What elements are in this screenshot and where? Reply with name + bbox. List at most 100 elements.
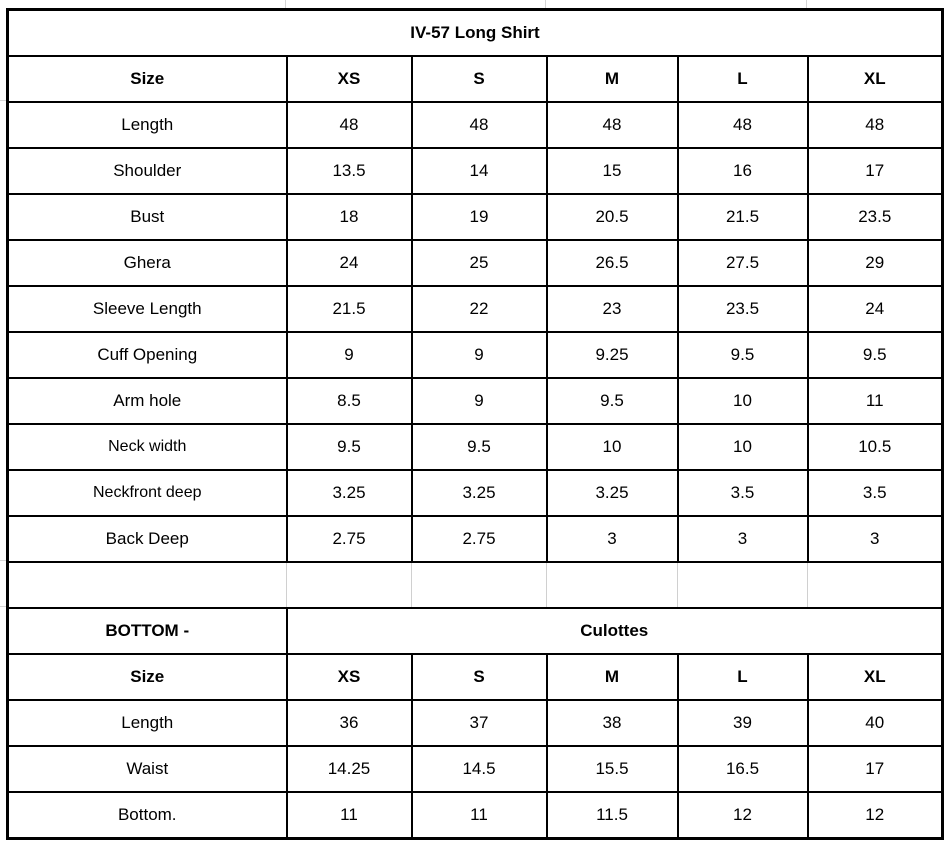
table-row: Cuff Opening 9 9 9.25 9.5 9.5 — [6, 331, 944, 379]
cell: 48 — [545, 101, 679, 149]
cell: XS — [285, 653, 413, 701]
cell: 10.5 — [806, 423, 944, 471]
cell: 48 — [410, 101, 548, 149]
cell: M — [545, 653, 679, 701]
gridline — [806, 0, 807, 8]
spacer-row — [6, 561, 944, 609]
table-row: Shoulder 13.5 14 15 16 17 — [6, 147, 944, 195]
cell: 3.5 — [806, 469, 944, 517]
cell: 11 — [410, 791, 548, 840]
row-label: Neck width — [6, 423, 288, 471]
cell: 2.75 — [410, 515, 548, 563]
row-label: Waist — [6, 745, 288, 793]
cell: 17 — [806, 147, 944, 195]
row-label: Bust — [6, 193, 288, 241]
cell: 14 — [410, 147, 548, 195]
table-row: Sleeve Length 21.5 22 23 23.5 24 — [6, 285, 944, 333]
cell: 9 — [410, 331, 548, 379]
title-row: IV-57 Long Shirt — [6, 8, 944, 57]
cell: 27.5 — [676, 239, 809, 287]
cell: 25 — [410, 239, 548, 287]
row-label: Shoulder — [6, 147, 288, 195]
cell: 12 — [676, 791, 809, 840]
cell: 29 — [806, 239, 944, 287]
cell: 48 — [806, 101, 944, 149]
cell: 17 — [806, 745, 944, 793]
cell: 11 — [806, 377, 944, 425]
table-row: Bust 18 19 20.5 21.5 23.5 — [6, 193, 944, 241]
bottom-label: BOTTOM - — [6, 607, 288, 655]
cell: 9.25 — [545, 331, 679, 379]
table-title: IV-57 Long Shirt — [6, 8, 944, 57]
header-row: Size XS S M L XL — [6, 55, 944, 103]
cell: 9.5 — [676, 331, 809, 379]
table-row: Ghera 24 25 26.5 27.5 29 — [6, 239, 944, 287]
cell: 23.5 — [676, 285, 809, 333]
cell: XL — [806, 55, 944, 103]
cell: 2.75 — [285, 515, 413, 563]
cell: 15.5 — [545, 745, 679, 793]
cell: 14.5 — [410, 745, 548, 793]
gridline — [0, 606, 6, 607]
cell: 11.5 — [545, 791, 679, 840]
cell: 14.25 — [285, 745, 413, 793]
bottom-title-row: BOTTOM - Culottes — [6, 607, 944, 655]
cell: 39 — [676, 699, 809, 747]
cell: 3 — [545, 515, 679, 563]
gridline — [0, 100, 6, 101]
cell: 26.5 — [545, 239, 679, 287]
cell: 3 — [806, 515, 944, 563]
cell: 16 — [676, 147, 809, 195]
cell: 11 — [285, 791, 413, 840]
bottom-title: Culottes — [285, 607, 944, 655]
gridline — [545, 0, 546, 8]
cell: XL — [806, 653, 944, 701]
table-row: Length 36 37 38 39 40 — [6, 699, 944, 747]
cell: S — [410, 653, 548, 701]
empty-cell — [286, 561, 412, 609]
cell: L — [676, 653, 809, 701]
cell: 21.5 — [676, 193, 809, 241]
cell: 3 — [676, 515, 809, 563]
empty-cell — [6, 561, 287, 609]
cell: M — [545, 55, 679, 103]
cell: 16.5 — [676, 745, 809, 793]
header-row: Size XS S M L XL — [6, 653, 944, 701]
empty-cell — [807, 561, 944, 609]
cell: 23.5 — [806, 193, 944, 241]
cell: 20.5 — [545, 193, 679, 241]
cell: 18 — [285, 193, 413, 241]
cell: 8.5 — [285, 377, 413, 425]
cell: 9 — [410, 377, 548, 425]
cell: 21.5 — [285, 285, 413, 333]
table-row: Waist 14.25 14.5 15.5 16.5 17 — [6, 745, 944, 793]
table-row: Neckfront deep 3.25 3.25 3.25 3.5 3.5 — [6, 469, 944, 517]
cell: 48 — [285, 101, 413, 149]
cell: 24 — [285, 239, 413, 287]
row-label: Length — [6, 699, 288, 747]
cell: 3.25 — [410, 469, 548, 517]
cell: 12 — [806, 791, 944, 840]
cell: 10 — [676, 423, 809, 471]
cell: 37 — [410, 699, 548, 747]
row-label: Sleeve Length — [6, 285, 288, 333]
table-row: Bottom. 11 11 11.5 12 12 — [6, 791, 944, 840]
cell: S — [410, 55, 548, 103]
size-chart-table: IV-57 Long Shirt Size XS S M L XL Length 48 48 48… — [6, 8, 944, 840]
cell: 22 — [410, 285, 548, 333]
table-row: Length 48 48 48 48 48 — [6, 101, 944, 149]
row-label: Size — [6, 653, 288, 701]
cell: 24 — [806, 285, 944, 333]
cell: 48 — [676, 101, 809, 149]
row-label: Arm hole — [6, 377, 288, 425]
cell: 36 — [285, 699, 413, 747]
cell: 3.5 — [676, 469, 809, 517]
cell: 3.25 — [545, 469, 679, 517]
cell: 40 — [806, 699, 944, 747]
cell: XS — [285, 55, 413, 103]
cell: 15 — [545, 147, 679, 195]
cell: 9 — [285, 331, 413, 379]
cell: 9.5 — [285, 423, 413, 471]
cell: 10 — [545, 423, 679, 471]
gridline — [0, 560, 6, 561]
